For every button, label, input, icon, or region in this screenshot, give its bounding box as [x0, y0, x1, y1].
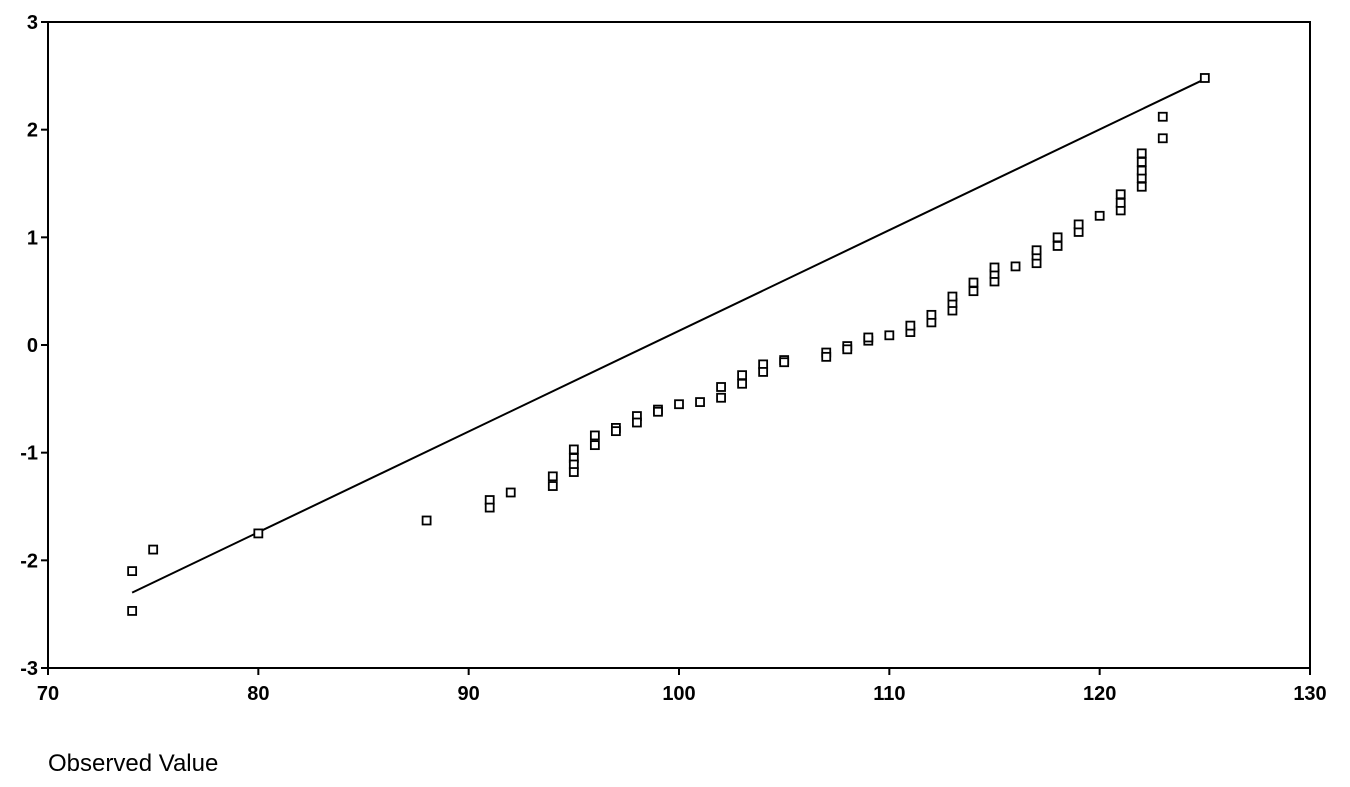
tick-marks: [41, 21, 1311, 675]
x-tick-label: 120: [1083, 683, 1116, 705]
y-tick-label: -1: [20, 443, 38, 465]
data-point: [716, 382, 726, 392]
y-tick-label: 0: [27, 335, 38, 357]
data-point: [1136, 181, 1147, 192]
data-point: [716, 392, 726, 403]
data-point: [1031, 245, 1042, 256]
data-point: [1073, 219, 1084, 230]
reference-line: [131, 78, 1206, 594]
data-point: [547, 481, 558, 491]
data-point: [127, 566, 138, 576]
data-point: [758, 367, 769, 377]
data-point: [611, 426, 621, 437]
data-point: [568, 444, 579, 455]
data-point: [737, 378, 747, 389]
data-point: [632, 417, 642, 428]
data-point: [1157, 111, 1168, 122]
y-tick-label: 2: [27, 120, 38, 142]
data-point: [1199, 73, 1210, 83]
plot-frame: [47, 21, 1311, 669]
data-point: [905, 320, 916, 331]
data-point: [505, 487, 516, 498]
data-point: [1157, 133, 1168, 144]
data-point: [484, 502, 495, 513]
x-tick-label: 100: [662, 683, 695, 705]
data-point: [568, 467, 579, 477]
data-point: [1052, 241, 1063, 251]
data-point: [253, 528, 264, 539]
data-point: [968, 286, 979, 297]
y-tick-label: 1: [27, 227, 38, 249]
data-point: [1136, 148, 1147, 159]
x-tick-label: 90: [458, 683, 480, 705]
data-point: [1136, 165, 1147, 176]
data-point: [947, 291, 958, 302]
data-point: [1052, 232, 1063, 243]
data-point: [779, 357, 790, 368]
data-point: [127, 606, 138, 616]
tick-labels: 70 80 90 100 110 120 130 3 2 1 0 -1 -2 -3: [20, 12, 1326, 705]
x-axis-title: Observed Value: [48, 750, 219, 777]
x-tick-label: 130: [1293, 683, 1326, 705]
data-point: [421, 515, 432, 526]
data-point: [148, 544, 159, 555]
data-point: [1115, 189, 1126, 200]
data-point: [1115, 197, 1126, 208]
x-tick-label: 70: [37, 683, 59, 705]
data-point: [1136, 157, 1147, 167]
data-point: [653, 406, 663, 417]
data-point: [968, 277, 979, 288]
y-tick-label: -2: [20, 550, 38, 572]
data-point: [695, 397, 705, 407]
data-point: [926, 309, 937, 320]
data-point: [674, 399, 684, 410]
data-point: [1010, 261, 1021, 272]
y-tick-label: 3: [27, 12, 38, 34]
data-point: [821, 351, 832, 362]
data-point: [989, 262, 1000, 273]
data-point: [863, 332, 874, 343]
data-points: [127, 73, 1210, 616]
data-point: [1094, 210, 1105, 221]
data-point: [547, 471, 558, 482]
x-tick-label: 110: [873, 683, 905, 705]
data-point: [589, 440, 600, 451]
data-point: [842, 344, 853, 355]
y-tick-label: -3: [20, 658, 38, 680]
data-point: [884, 330, 895, 341]
x-tick-label: 80: [247, 683, 269, 705]
data-point: [737, 370, 747, 381]
data-point: [589, 430, 600, 441]
